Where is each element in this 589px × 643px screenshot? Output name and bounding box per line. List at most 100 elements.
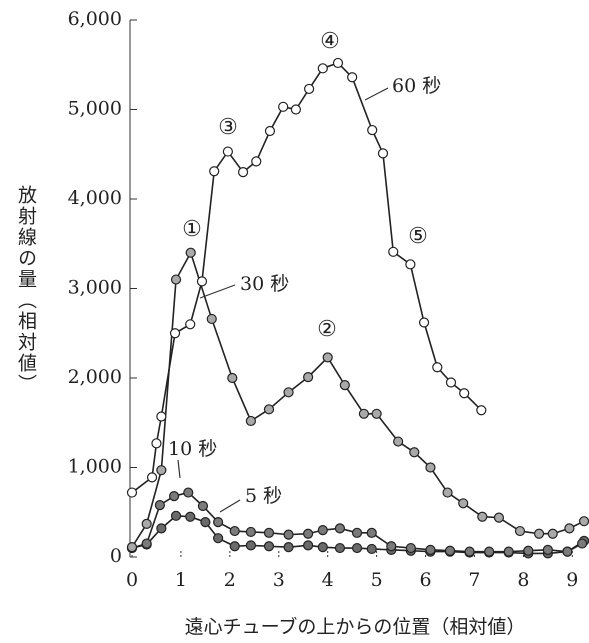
y-tick-label: 5,000: [68, 98, 122, 120]
data-point: [366, 527, 377, 538]
data-point: [151, 438, 162, 449]
data-point: [303, 528, 314, 539]
data-point: [303, 372, 314, 383]
data-point: [377, 148, 389, 159]
data-point: [425, 462, 436, 473]
data-point: [367, 124, 378, 136]
series-label: 30 秒: [240, 273, 289, 295]
y-tick-label: 4,000: [68, 187, 122, 209]
data-point: [229, 525, 240, 537]
data-point: [170, 274, 182, 285]
series-line: [131, 491, 583, 553]
arrow: [177, 459, 181, 479]
data-point: [213, 516, 224, 528]
data-point: [303, 540, 314, 551]
data-point: [196, 276, 208, 287]
x-tick-label: 4: [322, 569, 334, 591]
data-point: [304, 83, 315, 95]
data-point: [405, 259, 416, 270]
data-point: [222, 146, 233, 157]
series-label: 10 秒: [168, 438, 217, 460]
data-point: [245, 526, 256, 538]
data-point: [156, 411, 167, 422]
data-point: [371, 408, 382, 419]
series-label: 60 秒: [392, 75, 441, 97]
data-point: [523, 545, 534, 556]
data-point: [317, 63, 328, 74]
data-point: [432, 362, 443, 373]
y-tick-label: 2,000: [68, 366, 122, 388]
data-point: [464, 546, 475, 557]
data-point: [263, 404, 275, 415]
data-point: [206, 313, 217, 325]
data-point: [146, 472, 158, 483]
data-point: [477, 511, 488, 522]
y-axis-label: 放射線の量（相対値）: [15, 185, 37, 395]
data-point: [169, 328, 181, 339]
data-point: [458, 498, 469, 509]
data-point: [213, 533, 224, 544]
data-point: [332, 57, 344, 69]
x-tick-label: 6: [420, 569, 432, 591]
data-point: [245, 415, 256, 427]
data-point: [351, 527, 363, 538]
data-point: [290, 104, 301, 115]
data-point: [542, 544, 553, 555]
x-tick-label: 1: [175, 569, 187, 591]
data-point: [185, 511, 196, 522]
data-point: [393, 436, 404, 447]
data-point: [562, 546, 573, 557]
data-point: [264, 125, 276, 137]
data-point: [170, 510, 182, 521]
arrow: [219, 499, 241, 513]
data-point: [334, 523, 346, 534]
data-point: [209, 166, 220, 177]
arrow: [199, 284, 236, 299]
data-point: [334, 542, 346, 554]
y-tick-label: 6,000: [68, 8, 122, 30]
data-point: [263, 541, 275, 552]
data-point: [514, 525, 526, 537]
data-point: [386, 541, 397, 552]
data-point: [339, 380, 350, 391]
data-point: [418, 317, 430, 328]
annotation: ③: [218, 115, 238, 140]
x-tick-label: 8: [517, 569, 529, 591]
x-axis-label: 遠心チューブの上からの位置（相対値）: [185, 615, 526, 638]
data-point: [533, 528, 545, 539]
data-point: [405, 542, 416, 554]
data-point: [200, 516, 211, 528]
y-tick-label: 3,000: [68, 277, 122, 299]
data-point: [283, 387, 294, 398]
x-tick-label: 9: [566, 569, 578, 591]
data-point: [141, 518, 152, 529]
data-point: [251, 156, 262, 167]
data-point: [263, 527, 275, 538]
data-point: [227, 372, 238, 384]
series-line: [131, 62, 482, 494]
data-point: [245, 540, 256, 551]
annotation: ④: [320, 29, 340, 54]
data-point: [578, 516, 589, 527]
data-point: [229, 541, 240, 552]
y-tick-label: 1,000: [68, 456, 122, 478]
data-point: [358, 408, 370, 419]
data-point: [366, 543, 377, 555]
data-point: [459, 388, 470, 399]
x-tick-label: 5: [371, 569, 383, 591]
data-point: [476, 405, 487, 416]
data-point: [183, 487, 194, 498]
x-tick-label: 3: [273, 569, 285, 591]
data-point: [445, 377, 457, 388]
series-label: 5 秒: [245, 485, 282, 507]
data-point: [577, 538, 588, 549]
data-point: [283, 542, 294, 553]
data-point: [237, 167, 249, 178]
data-point: [564, 523, 575, 534]
data-point: [547, 528, 558, 539]
data-point: [141, 538, 152, 549]
data-point: [278, 101, 289, 112]
y-tick-label: 0: [110, 545, 122, 567]
data-point: [126, 542, 138, 553]
